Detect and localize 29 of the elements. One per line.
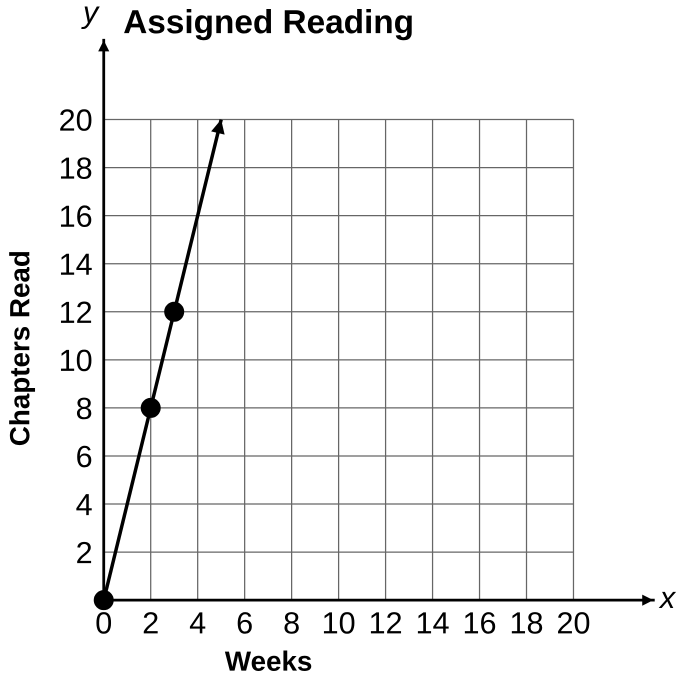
x-tick-label: 0 <box>96 612 112 634</box>
x-tick-label: 20 <box>558 612 590 634</box>
y-tick-label: 4 <box>76 494 92 516</box>
x-tick-label: 16 <box>464 612 496 634</box>
point <box>140 398 161 418</box>
y-tick-label: 16 <box>60 205 92 228</box>
y-tick-label: 14 <box>60 254 92 275</box>
y-axis-title: Chapters Read <box>9 252 36 446</box>
x-tick-label: 6 <box>238 612 252 634</box>
chart-title: Assigned Reading <box>124 9 412 40</box>
point <box>94 590 114 610</box>
y-tick-label: 18 <box>60 157 92 179</box>
x-tick-label: 8 <box>284 612 299 634</box>
x-axis-title: Weeks <box>224 650 312 671</box>
y-tick-label: 12 <box>60 302 92 323</box>
x-tick-label: 10 <box>324 612 354 634</box>
y-tick-label: 8 <box>76 398 92 420</box>
text: x <box>658 592 676 608</box>
x-tick-label: 18 <box>512 612 542 634</box>
y-tick-label: 6 <box>77 446 92 468</box>
y-tick-label: 2 <box>77 542 92 564</box>
x-tick-label: 14 <box>418 612 449 634</box>
x-tick-label: 2 <box>144 612 158 634</box>
y-tick-label: 10 <box>60 350 92 372</box>
x-tick-label: 4 <box>190 612 206 634</box>
x-tick-label: 12 <box>370 612 402 634</box>
point <box>164 302 184 322</box>
text: y <box>81 6 100 30</box>
y-tick-label: 20 <box>60 109 92 131</box>
